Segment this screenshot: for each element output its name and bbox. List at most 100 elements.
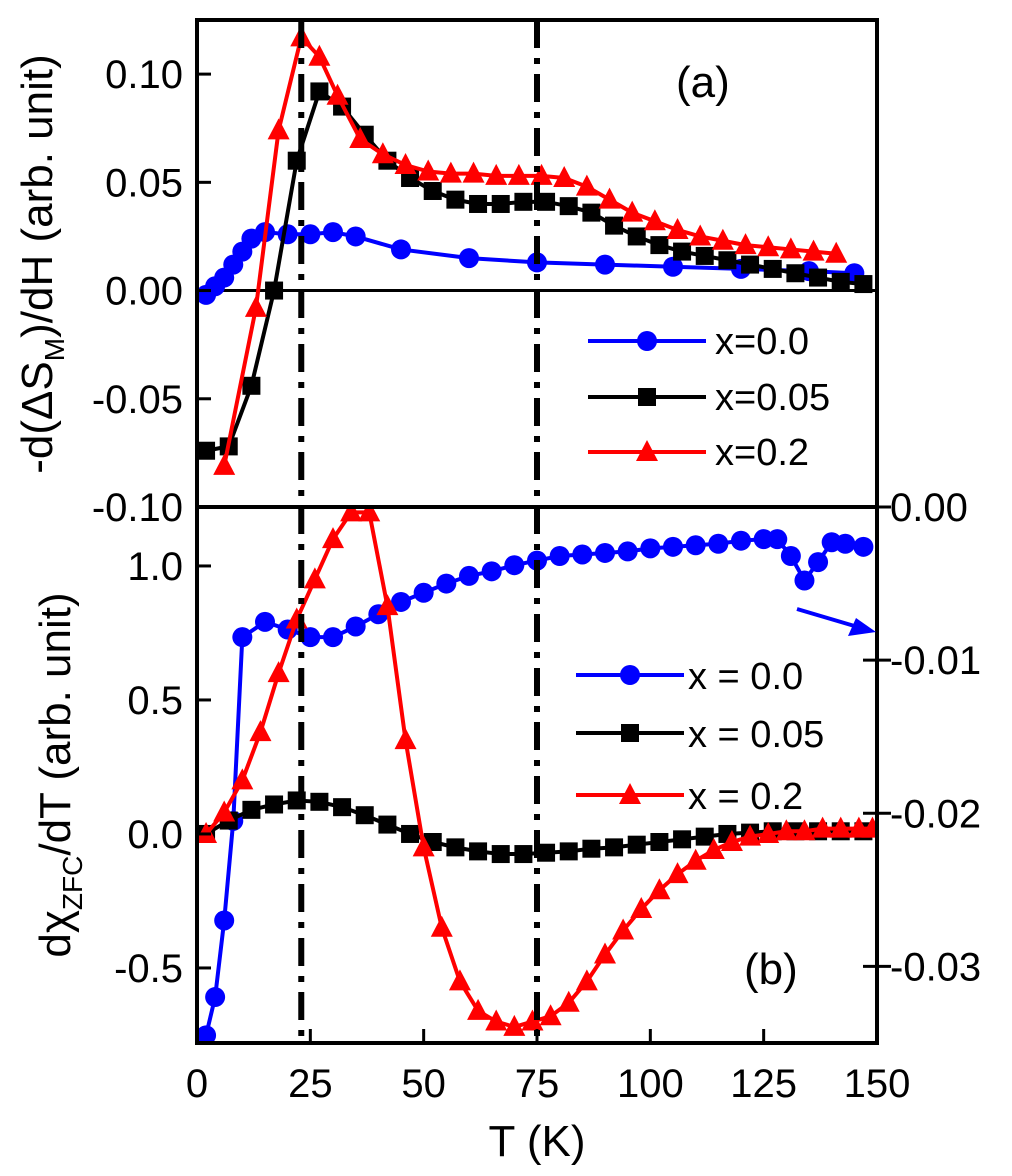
series-b-x = 0.0 xyxy=(197,529,874,1043)
series-a-point-x=0.2 xyxy=(371,142,394,164)
series-b-point-x = 0.0 xyxy=(300,627,321,648)
series-a-point-x=0.2 xyxy=(462,161,485,183)
series-b-point-x = 0.05 xyxy=(333,798,352,817)
series-b-point-x = 0.2 xyxy=(394,728,417,750)
series-b-point-x = 0.2 xyxy=(739,824,762,846)
series-b-point-x = 0.05 xyxy=(537,843,556,862)
legend-b-marker xyxy=(620,665,640,685)
series-b-point-x = 0.2 xyxy=(231,768,254,790)
x-tick-label: 75 xyxy=(515,1062,560,1106)
panel-a-y-tick-label: -0.05 xyxy=(92,378,183,422)
series-b-point-x = 0.0 xyxy=(214,910,235,931)
series-b-point-x = 0.2 xyxy=(249,720,272,742)
series-a-point-x=0.05 xyxy=(650,236,669,255)
series-a-point-x=0.05 xyxy=(446,190,465,209)
x-tick-label: 100 xyxy=(617,1062,684,1106)
series-b-point-x = 0.2 xyxy=(503,1014,526,1036)
series-b-point-x = 0.2 xyxy=(720,830,743,851)
series-a-point-x=0.2 xyxy=(598,187,621,209)
panel-a-y-tick-label: 0.00 xyxy=(105,270,183,314)
series-b-point-x = 0.2 xyxy=(775,819,798,841)
series-a-point-x=0.2 xyxy=(507,163,530,185)
series-b-point-x = 0.2 xyxy=(430,915,453,937)
series-b-point-x = 0.05 xyxy=(469,842,488,861)
series-b-point-x = 0.2 xyxy=(539,1004,562,1026)
series-b-point-x = 0.2 xyxy=(322,527,344,549)
series-b-point-x = 0.2 xyxy=(485,1009,508,1031)
series-b-point-x = 0.2 xyxy=(303,567,326,589)
panel-a-y-tick-label: 0.10 xyxy=(105,53,183,97)
series-b-point-x = 0.2 xyxy=(612,918,635,940)
series-b-point-x = 0.2 xyxy=(757,821,780,843)
panel-b-right-tick-label: -0.02 xyxy=(890,792,981,836)
series-a-point-x=0.2 xyxy=(666,217,689,239)
series-b-point-x = 0.0 xyxy=(232,627,253,648)
series-b-point-x = 0.0 xyxy=(780,546,801,567)
series-b-point-x = 0.2 xyxy=(861,816,877,838)
series-a-point-x=0.2 xyxy=(417,159,440,181)
series-b-point-x = 0.2 xyxy=(829,816,852,838)
series-b-point-x = 0.2 xyxy=(575,969,598,991)
series-a-point-x=0.0 xyxy=(459,248,479,269)
panel-a-label: (a) xyxy=(676,58,730,107)
series-b-point-x = 0.0 xyxy=(808,552,829,573)
series-b-point-x = 0.0 xyxy=(255,611,275,632)
legend-b-marker xyxy=(621,724,639,742)
series-b-point-x = 0.05 xyxy=(310,792,329,811)
series-b-point-x = 0.05 xyxy=(378,815,397,834)
series-a-point-x=0.2 xyxy=(213,453,236,475)
series-a-point-x=0.05 xyxy=(854,275,873,294)
series-a-point-x=0.05 xyxy=(763,259,782,278)
x-tick-label: 125 xyxy=(730,1062,797,1106)
series-b-point-x = 0.0 xyxy=(205,987,226,1008)
series-b-point-x = 0.2 xyxy=(213,800,236,822)
legend-b-label: x = 0.05 xyxy=(688,714,824,756)
series-b-point-x = 0.2 xyxy=(448,969,471,991)
series-b-point-x = 0.2 xyxy=(702,838,725,860)
series-a-point-x=0.2 xyxy=(802,239,825,261)
series-a-point-x=0.0 xyxy=(663,256,683,277)
series-a-point-x=0.0 xyxy=(300,224,321,245)
series-b-point-x = 0.2 xyxy=(648,878,671,900)
series-a-point-x=0.05 xyxy=(197,441,216,460)
series-b-point-x = 0.0 xyxy=(640,538,661,559)
series-b-point-x = 0.05 xyxy=(673,830,692,849)
series-a-point-x=0.2 xyxy=(575,174,598,196)
series-b-point-x = 0.05 xyxy=(401,824,420,843)
series-b-x = 0.2 xyxy=(197,507,877,1036)
series-a-point-x=0.2 xyxy=(530,163,553,185)
x-tick-label: 25 xyxy=(288,1062,333,1106)
series-a-point-x=0.05 xyxy=(423,181,442,200)
series-a-point-x=0.2 xyxy=(825,241,848,263)
series-b-point-x = 0.0 xyxy=(345,616,366,637)
series-b-point-x = 0.0 xyxy=(853,536,874,557)
series-b-point-x = 0.0 xyxy=(549,546,570,567)
series-b-point-x = 0.05 xyxy=(627,835,646,854)
series-b-point-x = 0.0 xyxy=(617,541,638,562)
series-b-point-x = 0.0 xyxy=(663,536,683,557)
series-b-point-x = 0.05 xyxy=(650,833,669,851)
legend-b-label: x = 0.0 xyxy=(688,656,803,698)
series-a-point-x=0.2 xyxy=(244,295,267,317)
series-a-point-x=0.05 xyxy=(491,194,510,213)
series-b-point-x = 0.0 xyxy=(391,591,411,612)
legend-a-label: x=0.05 xyxy=(715,377,830,419)
right-axis-arrowhead xyxy=(848,618,876,636)
legend-a-marker xyxy=(636,440,658,461)
series-a-point-x=0.05 xyxy=(310,82,329,101)
series-a-point-x=0.05 xyxy=(469,194,488,213)
x-tick-label: 50 xyxy=(401,1062,446,1106)
series-b-point-x = 0.2 xyxy=(376,594,399,616)
series-a-x=0.2 xyxy=(213,25,848,475)
series-b-point-x = 0.05 xyxy=(491,845,510,864)
series-b-point-x = 0.2 xyxy=(793,819,816,841)
series-b-point-x = 0.05 xyxy=(242,800,261,819)
series-a-point-x=0.2 xyxy=(711,228,734,250)
series-b-point-x = 0.0 xyxy=(197,1025,217,1043)
legend-b-marker xyxy=(619,783,641,804)
series-b-point-x = 0.0 xyxy=(413,582,434,603)
series-b-point-x = 0.0 xyxy=(708,533,729,554)
panel-a-y-axis-title: -d(ΔSM)/dH (arb. unit) xyxy=(13,54,70,473)
x-tick-label: 0 xyxy=(186,1062,208,1106)
